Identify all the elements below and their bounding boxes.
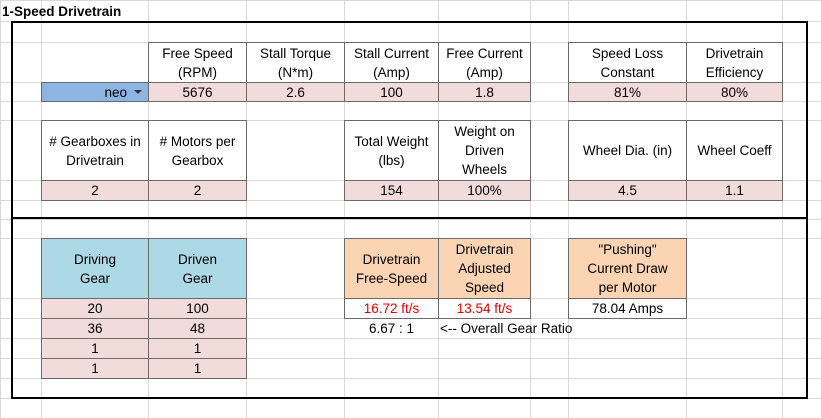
gear-driven-row-4[interactable]: 1 [148, 358, 247, 379]
sheet-title: 1-Speed Drivetrain [2, 4, 122, 19]
header-wheel-dia: Wheel Dia. (in) [568, 120, 687, 181]
value-wheel-dia[interactable]: 4.5 [568, 180, 687, 201]
header-free-current: Free Current (Amp) [438, 42, 531, 83]
header-total-weight: Total Weight (lbs) [344, 120, 439, 181]
gear-driven-row-3[interactable]: 1 [148, 338, 247, 359]
header-pushing-current: "Pushing" Current Draw per Motor [568, 238, 687, 299]
value-gearboxes[interactable]: 2 [41, 180, 149, 201]
value-free-speed-result: 16.72 ft/s [344, 298, 439, 319]
value-stall-torque[interactable]: 2.6 [246, 82, 345, 102]
value-gear-ratio: 6.67 : 1 [368, 321, 415, 336]
header-wheel-coeff: Wheel Coeff [686, 120, 783, 181]
header-weight-on-wheels: Weight on Driven Wheels [438, 120, 531, 181]
gear-driven-row-1[interactable]: 100 [148, 298, 247, 319]
value-adjusted-speed: 13.54 ft/s [438, 298, 531, 319]
header-drivetrain-efficiency: Drivetrain Efficiency [686, 42, 783, 83]
motor-select[interactable]: neo [41, 82, 149, 102]
dropdown-arrow-icon[interactable] [134, 90, 142, 94]
value-wheel-coeff[interactable]: 1.1 [686, 180, 783, 201]
motor-select-value: neo [104, 84, 127, 100]
header-adjusted-speed: Drivetrain Adjusted Speed [438, 238, 531, 299]
value-motors-per-gearbox[interactable]: 2 [148, 180, 247, 201]
header-motors-per-gearbox: # Motors per Gearbox [148, 120, 247, 181]
header-speed-loss: Speed Loss Constant [568, 42, 687, 83]
header-driving-gear: Driving Gear [41, 238, 149, 299]
gear-ratio-note: <-- Overall Gear Ratio [440, 321, 573, 336]
gear-driving-row-1[interactable]: 20 [41, 298, 149, 319]
value-weight-on-wheels[interactable]: 100% [438, 180, 531, 201]
header-driven-gear: Driven Gear [148, 238, 247, 299]
value-pushing-current: 78.04 Amps [568, 298, 687, 319]
header-free-speed: Free Speed (RPM) [148, 42, 247, 83]
drivetrain-frame [11, 21, 808, 399]
value-free-current[interactable]: 1.8 [438, 82, 531, 102]
value-stall-current[interactable]: 100 [344, 82, 439, 102]
header-gearboxes: # Gearboxes in Drivetrain [41, 120, 149, 181]
value-drivetrain-efficiency[interactable]: 80% [686, 82, 783, 102]
gear-driving-row-3[interactable]: 1 [41, 338, 149, 359]
gear-driving-row-2[interactable]: 36 [41, 318, 149, 339]
section-divider [11, 217, 808, 219]
value-speed-loss[interactable]: 81% [568, 82, 687, 102]
header-free-speed-result: Drivetrain Free-Speed [344, 238, 439, 299]
gear-driven-row-2[interactable]: 48 [148, 318, 247, 339]
value-total-weight[interactable]: 154 [344, 180, 439, 201]
gear-driving-row-4[interactable]: 1 [41, 358, 149, 379]
header-stall-torque: Stall Torque (N*m) [246, 42, 345, 83]
value-free-speed[interactable]: 5676 [148, 82, 247, 102]
header-stall-current: Stall Current (Amp) [344, 42, 439, 83]
